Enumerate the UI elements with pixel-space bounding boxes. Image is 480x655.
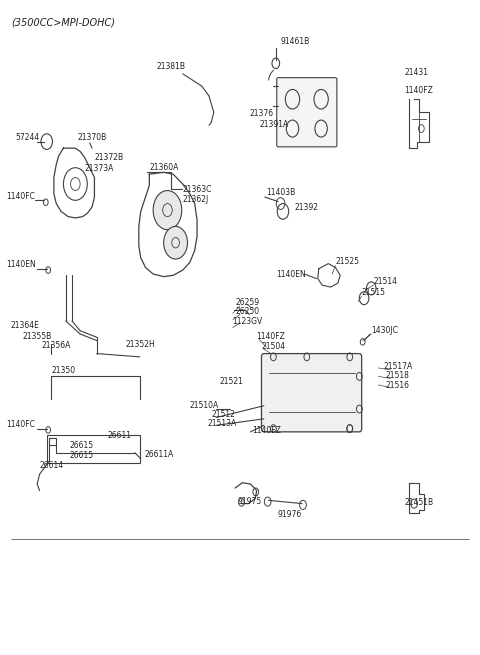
- Text: 26611: 26611: [108, 432, 132, 440]
- Circle shape: [153, 191, 182, 230]
- Text: 57244: 57244: [16, 134, 40, 142]
- Text: 26611A: 26611A: [144, 449, 174, 458]
- FancyBboxPatch shape: [277, 78, 337, 147]
- Text: 1430JC: 1430JC: [371, 326, 398, 335]
- Text: 21515: 21515: [362, 288, 386, 297]
- Text: 26615: 26615: [70, 451, 94, 460]
- Text: 21376: 21376: [250, 109, 274, 117]
- FancyBboxPatch shape: [262, 354, 362, 432]
- Text: 1140FZ: 1140FZ: [257, 331, 286, 341]
- Text: 21525: 21525: [336, 257, 360, 266]
- Text: 21518: 21518: [385, 371, 409, 380]
- Text: 21364E: 21364E: [11, 320, 40, 329]
- Text: 21360A: 21360A: [149, 162, 179, 172]
- Text: 1140EN: 1140EN: [6, 261, 36, 269]
- Circle shape: [164, 227, 188, 259]
- Text: (3500CC>MPI-DOHC): (3500CC>MPI-DOHC): [11, 18, 115, 28]
- Text: 21451B: 21451B: [405, 498, 434, 507]
- Text: 21362J: 21362J: [183, 195, 209, 204]
- Text: 21517A: 21517A: [383, 362, 412, 371]
- Text: 21381B: 21381B: [156, 62, 185, 71]
- Text: 21510A: 21510A: [190, 401, 219, 410]
- Text: 1123GV: 1123GV: [232, 317, 262, 326]
- Text: 1140FC: 1140FC: [6, 192, 35, 201]
- Text: 21370B: 21370B: [78, 134, 107, 142]
- Text: 1140FZ: 1140FZ: [252, 426, 281, 435]
- Text: 26259: 26259: [235, 297, 259, 307]
- Text: 21431: 21431: [405, 68, 429, 77]
- Text: 91461B: 91461B: [281, 37, 310, 46]
- Text: 21350: 21350: [51, 366, 76, 375]
- Text: 21373A: 21373A: [85, 164, 114, 173]
- Text: 1140FC: 1140FC: [6, 420, 35, 428]
- Text: 21516: 21516: [385, 381, 409, 390]
- Text: 21521: 21521: [220, 377, 244, 386]
- Text: 21355B: 21355B: [23, 331, 52, 341]
- Text: 21392: 21392: [295, 203, 319, 212]
- Text: 91976: 91976: [277, 510, 301, 519]
- Text: 21504: 21504: [262, 342, 286, 351]
- Text: 1140FZ: 1140FZ: [405, 86, 433, 95]
- Text: 11403B: 11403B: [266, 188, 296, 197]
- Text: 21391A: 21391A: [259, 121, 288, 129]
- Text: 91975: 91975: [238, 496, 262, 506]
- Text: 21513A: 21513A: [207, 419, 237, 428]
- Text: 21514: 21514: [373, 277, 397, 286]
- Text: 26250: 26250: [235, 307, 259, 316]
- Text: 21352H: 21352H: [125, 340, 155, 349]
- Text: 21356A: 21356A: [42, 341, 72, 350]
- Text: 21512: 21512: [211, 410, 235, 419]
- Text: 26614: 26614: [39, 461, 64, 470]
- Text: 1140EN: 1140EN: [276, 271, 306, 279]
- Text: 26615: 26615: [70, 441, 94, 450]
- Text: 21363C: 21363C: [183, 185, 212, 195]
- Bar: [47, 435, 140, 462]
- Text: 21372B: 21372B: [95, 153, 123, 162]
